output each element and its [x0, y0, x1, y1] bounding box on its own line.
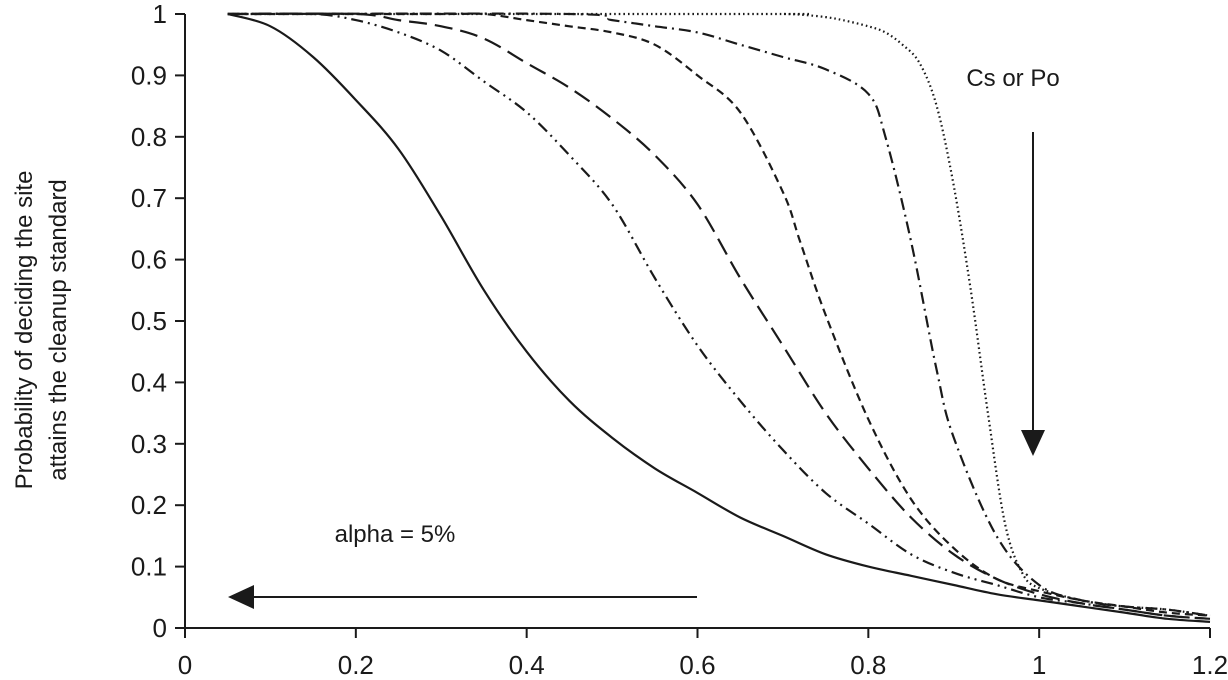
y-tick-label: 0.7 [131, 183, 167, 213]
x-tick-label: 0.2 [338, 650, 374, 680]
x-tick-label: 0.4 [509, 650, 545, 680]
y-axis-label-line-1: Probability of deciding the site [11, 171, 38, 490]
annotation-cs-or-po: Cs or Po [966, 65, 1060, 456]
y-tick-label: 0 [153, 613, 167, 643]
y-tick-label: 0.6 [131, 245, 167, 275]
y-axis-label-line-2: attains the cleanup standard [45, 179, 72, 481]
annotation-cs-or-po-text: Cs or Po [966, 65, 1059, 92]
y-tick-label: 0.8 [131, 122, 167, 152]
y-tick-label: 0.4 [131, 367, 167, 397]
y-tick-label: 0.3 [131, 429, 167, 459]
annotation-alpha: alpha = 5% [228, 521, 697, 609]
x-tick-label: 0 [178, 650, 192, 680]
y-axis-label: Probability of deciding the site attains… [11, 171, 72, 490]
x-tick-label: 0.6 [679, 650, 715, 680]
y-tick-label: 0.5 [131, 306, 167, 336]
y-tick-label: 0.2 [131, 490, 167, 520]
y-tick-label: 0.9 [131, 60, 167, 90]
series-line-dash-dot [227, 12, 1211, 617]
series-line-long-dash [227, 12, 1211, 620]
x-tick-label: 1 [1032, 650, 1046, 680]
series-line-dotted [227, 12, 1211, 617]
annotation-down-arrowhead [1021, 430, 1045, 456]
annotation-alpha-text: alpha = 5% [335, 521, 456, 548]
annotation-left-arrowhead [228, 585, 254, 609]
y-axis-ticks: 0 0.1 0.2 0.3 0.4 0.5 0.6 0.7 0.8 0.9 1 [131, 0, 185, 643]
series-line-short-dash [227, 12, 1211, 617]
y-tick-label: 0.1 [131, 552, 167, 582]
x-axis-ticks: 0 0.2 0.4 0.6 0.8 1 1.2 [178, 628, 1228, 680]
x-tick-label: 0.8 [850, 650, 886, 680]
y-tick-label: 1 [153, 0, 167, 29]
series-line-dash-dot-dot [227, 12, 1211, 620]
series-line-solid [227, 12, 1211, 623]
x-tick-label: 1.2 [1192, 650, 1228, 680]
curves [227, 12, 1211, 623]
